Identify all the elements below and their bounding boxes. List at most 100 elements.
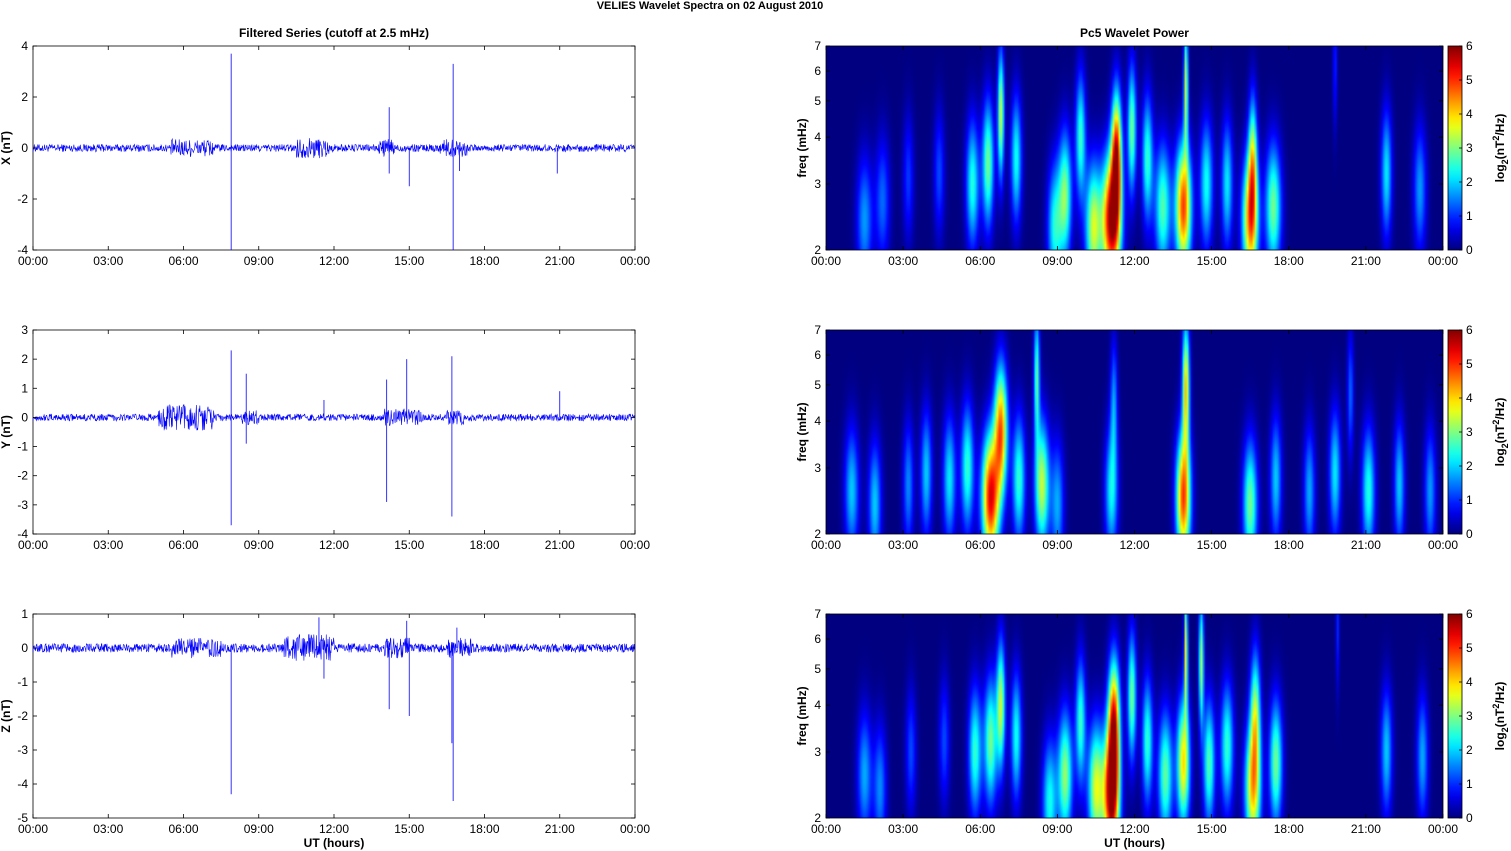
heatmap-xtick-label: 09:00 [1042, 254, 1072, 268]
ytick-label: 5 [814, 378, 821, 392]
heatmap-xtick-label: 15:00 [1197, 822, 1227, 836]
line-xtick-label: 12:00 [319, 538, 349, 552]
ytick-label: -2 [17, 192, 28, 206]
line-xlabel: UT (hours) [304, 836, 365, 850]
line-xtick-label: 00:00 [18, 822, 48, 836]
ytick-label: 6 [814, 64, 821, 78]
signal-trace [32, 137, 636, 159]
ytick-label: 4 [814, 130, 821, 144]
line-xtick-label: 06:00 [168, 538, 198, 552]
heatmap-xtick-label: 03:00 [888, 822, 918, 836]
line-xtick-label: 18:00 [469, 254, 499, 268]
ytick-label: 7 [814, 323, 821, 337]
ylabel: Z (nT) [0, 699, 13, 732]
ytick-label: -5 [17, 811, 28, 825]
left-column-title: Filtered Series (cutoff at 2.5 mHz) [239, 26, 429, 40]
ytick-label: 6 [814, 632, 821, 646]
ytick-label: 3 [814, 461, 821, 475]
colorbar: 0 1 2 3 4 5 6 log2(nT2/Hz) [1447, 323, 1510, 541]
wavelet-power-image [826, 330, 1443, 534]
ytick-label: 4 [814, 414, 821, 428]
ytick-label: 4 [814, 698, 821, 712]
figure-title: VELIES Wavelet Spectra on 02 August 2010 [597, 0, 824, 12]
line-xtick-label: 00:00 [620, 254, 650, 268]
heatmap-xtick-label: 15:00 [1197, 538, 1227, 552]
colorbar-tick-label: 0 [1466, 527, 1473, 541]
ytick-label: -2 [17, 469, 28, 483]
colorbar-tick-label: 2 [1466, 175, 1473, 189]
heatmap-xtick-label: 09:00 [1042, 822, 1072, 836]
heatmap-xtick-label: 12:00 [1119, 822, 1149, 836]
heatmap-xtick-label: 06:00 [965, 822, 995, 836]
colorbar-tick-label: 4 [1466, 107, 1473, 121]
heatmap-xtick-label: 12:00 [1119, 254, 1149, 268]
ytick-label: 0 [21, 641, 28, 655]
heatmap-xtick-label: 06:00 [965, 538, 995, 552]
heatmap-xtick-label: 12:00 [1119, 538, 1149, 552]
heatmap-xtick-label: 00:00 [811, 254, 841, 268]
heatmap-xtick-label: 00:00 [1428, 538, 1458, 552]
heatmap-xtick-label: 21:00 [1351, 538, 1381, 552]
colorbar-tick-label: 1 [1466, 493, 1473, 507]
heatmap-xtick-label: 00:00 [1428, 822, 1458, 836]
ytick-label: 2 [814, 243, 821, 257]
line-xtick-label: 21:00 [545, 822, 575, 836]
ylabel: freq (mHz) [795, 118, 809, 177]
heatmap-xtick-label: 18:00 [1274, 538, 1304, 552]
colorbar-tick-label: 1 [1466, 777, 1473, 791]
line-xtick-label: 18:00 [469, 538, 499, 552]
wavelet-heatmap-2: 2 3 4 5 6 7 freq (mHz) 00:00 03:00 06:00 09:00 12:0… [795, 323, 1510, 552]
line-xtick-label: 09:00 [244, 822, 274, 836]
ytick-label: 0 [21, 410, 28, 424]
colorbar-tick-label: 5 [1466, 641, 1473, 655]
colorbar: 0 1 2 3 4 5 6 log2(nT2/Hz) [1447, 607, 1510, 825]
ytick-label: -1 [17, 675, 28, 689]
ytick-label: 7 [814, 39, 821, 53]
ytick-label: 1 [21, 381, 28, 395]
right-column-title: Pc5 Wavelet Power [1080, 26, 1189, 40]
colorbar-tick-label: 4 [1466, 675, 1473, 689]
colorbar-tick-label: 5 [1466, 357, 1473, 371]
ytick-label: -2 [17, 709, 28, 723]
wavelet-heatmap-3: 2 3 4 5 6 7 freq (mHz) 00:00 03:00 06:00 09:00 12:0… [795, 607, 1510, 850]
ytick-label: 4 [21, 39, 28, 53]
line-xtick-label: 00:00 [620, 538, 650, 552]
signal-trace [32, 633, 636, 661]
line-xtick-label: 00:00 [18, 254, 48, 268]
colorbar-label: log2(nT2/Hz) [1491, 682, 1510, 751]
ytick-label: 1 [21, 607, 28, 621]
heatmap-xtick-label: 18:00 [1274, 822, 1304, 836]
colorbar-tick-label: 5 [1466, 73, 1473, 87]
line-chart-2: -4 -3 -2 -1 0 1 2 3 Y (nT) 00:00 03:00 06:00 09:00 12… [0, 323, 650, 552]
colorbar-tick-label: 0 [1466, 243, 1473, 257]
heatmap-xtick-label: 21:00 [1351, 254, 1381, 268]
colorbar-tick-label: 6 [1466, 607, 1473, 621]
heatmap-xtick-label: 18:00 [1274, 254, 1304, 268]
line-xtick-label: 00:00 [18, 538, 48, 552]
colorbar-tick-label: 0 [1466, 811, 1473, 825]
ytick-label: 5 [814, 662, 821, 676]
line-xtick-label: 09:00 [244, 538, 274, 552]
heatmap-xtick-label: 03:00 [888, 538, 918, 552]
colorbar-tick-label: 3 [1466, 425, 1473, 439]
colorbar-tick-label: 4 [1466, 391, 1473, 405]
ytick-label: 0 [21, 141, 28, 155]
line-xtick-label: 21:00 [545, 254, 575, 268]
colorbar-label: log2(nT2/Hz) [1491, 114, 1510, 183]
ylabel: freq (mHz) [795, 402, 809, 461]
ytick-label: 5 [814, 94, 821, 108]
ytick-label: 7 [814, 607, 821, 621]
line-xtick-label: 09:00 [244, 254, 274, 268]
line-xtick-label: 15:00 [394, 822, 424, 836]
ytick-label: 2 [814, 527, 821, 541]
ytick-label: 2 [814, 811, 821, 825]
line-xtick-label: 00:00 [620, 822, 650, 836]
ytick-label: 3 [21, 323, 28, 337]
ytick-label: 3 [814, 177, 821, 191]
line-chart-1: Filtered Series (cutoff at 2.5 mHz) -4 -2 0… [0, 26, 650, 268]
heatmap-xlabel: UT (hours) [1104, 836, 1165, 850]
line-xtick-label: 03:00 [93, 822, 123, 836]
